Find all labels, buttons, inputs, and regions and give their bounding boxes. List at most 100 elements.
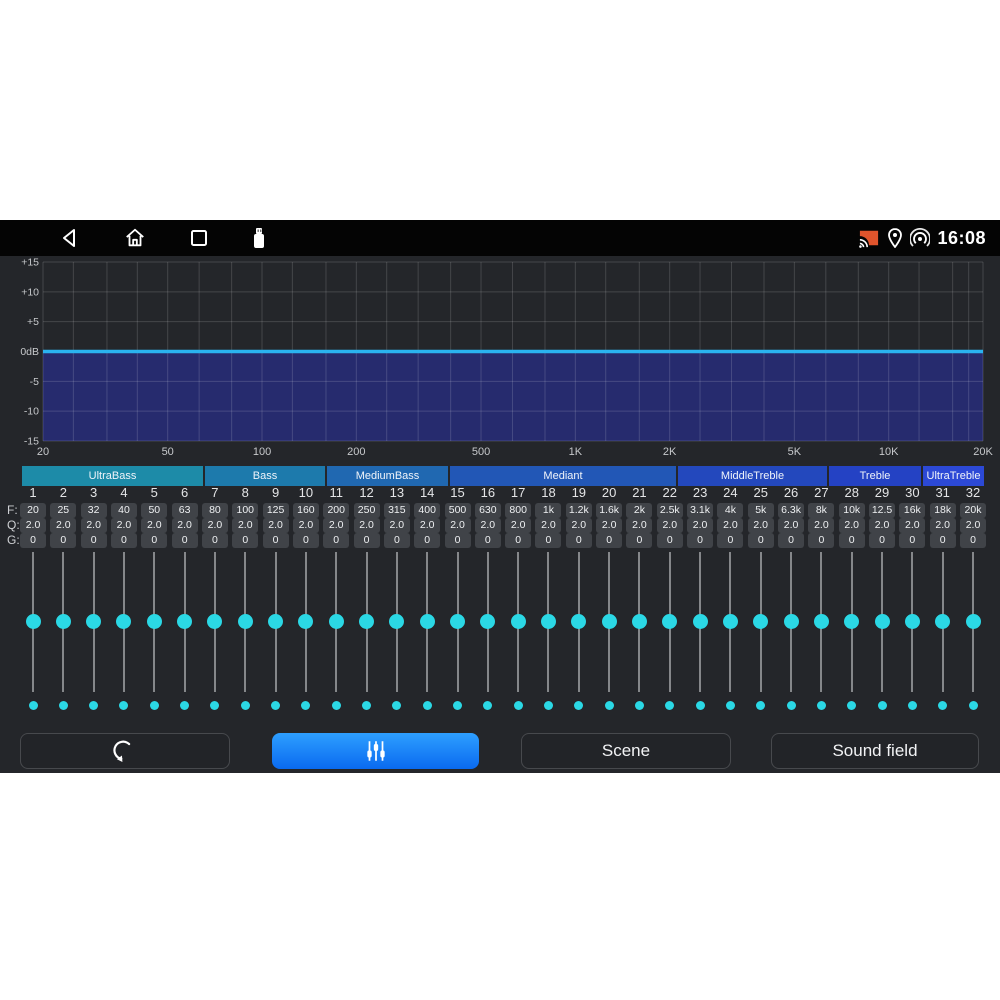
band-slider-thumb[interactable] bbox=[450, 613, 466, 629]
band-number: 10 bbox=[298, 485, 314, 500]
eq-button[interactable] bbox=[272, 733, 479, 769]
gain-value: 0 bbox=[171, 533, 198, 548]
band-slider-thumb[interactable] bbox=[662, 613, 678, 629]
q-factor-value: 2.0 bbox=[383, 518, 410, 533]
q-factor-row-label: Q: bbox=[7, 518, 20, 532]
y-axis-tick-label: +10 bbox=[21, 286, 39, 298]
band-number: 3 bbox=[90, 485, 98, 500]
band-number: 14 bbox=[419, 485, 435, 500]
band-slider-thumb[interactable] bbox=[722, 613, 738, 629]
band-zero-indicator bbox=[513, 700, 523, 710]
band-slider-thumb[interactable] bbox=[207, 613, 223, 629]
q-factor-value: 2.0 bbox=[141, 518, 168, 533]
x-axis-tick-label: 20K bbox=[973, 446, 993, 458]
y-axis-tick-label: +15 bbox=[21, 257, 39, 269]
q-factor-value: 2.0 bbox=[869, 518, 896, 533]
back-icon[interactable] bbox=[60, 228, 80, 248]
y-axis-tick-label: -10 bbox=[24, 406, 39, 418]
band-section[interactable]: MediumBass bbox=[327, 466, 448, 486]
eq-curve-fill bbox=[43, 351, 983, 441]
band-slider-thumb[interactable] bbox=[359, 613, 375, 629]
band-slider-thumb[interactable] bbox=[328, 613, 344, 629]
band-slider-thumb[interactable] bbox=[146, 613, 162, 629]
band-number: 28 bbox=[844, 485, 859, 500]
band-slider-thumb[interactable] bbox=[419, 613, 435, 629]
band-slider-thumb[interactable] bbox=[510, 613, 526, 629]
band-zero-indicator bbox=[604, 700, 614, 710]
band-slider-thumb[interactable] bbox=[389, 613, 405, 629]
q-factor-value: 2.0 bbox=[110, 518, 137, 533]
y-axis-tick-label: -5 bbox=[30, 376, 39, 388]
band-slider-thumb[interactable] bbox=[268, 613, 284, 629]
q-factor-value: 2.0 bbox=[50, 518, 77, 533]
band-zero-indicator bbox=[877, 700, 887, 710]
band-slider-thumb[interactable] bbox=[116, 613, 132, 629]
frequency-value: 8k bbox=[808, 503, 835, 518]
q-factor-value: 2.0 bbox=[929, 518, 956, 533]
band-zero-indicator bbox=[574, 700, 584, 710]
frequency-value: 2.5k bbox=[656, 503, 683, 518]
band-slider-thumb[interactable] bbox=[631, 613, 647, 629]
frequency-value: 6.3k bbox=[778, 503, 805, 518]
band-slider-thumb[interactable] bbox=[571, 613, 587, 629]
band-slider-thumb[interactable] bbox=[601, 613, 617, 629]
band-slider-thumb[interactable] bbox=[55, 613, 71, 629]
band-section[interactable]: Mediant bbox=[450, 466, 676, 486]
frequency-value: 1k bbox=[535, 503, 562, 518]
band-number: 8 bbox=[241, 485, 249, 500]
band-zero-indicator bbox=[543, 700, 553, 710]
gain-value: 0 bbox=[535, 533, 562, 548]
band-section[interactable]: Treble bbox=[829, 466, 921, 486]
band-section[interactable]: MiddleTreble bbox=[678, 466, 827, 486]
band-slider-thumb[interactable] bbox=[965, 613, 981, 629]
band-zero-indicator bbox=[816, 700, 826, 710]
q-factor-value: 2.0 bbox=[80, 518, 107, 533]
sound-field-button-label: Sound field bbox=[832, 741, 918, 760]
sound-field-button[interactable]: Sound field bbox=[771, 733, 979, 769]
band-slider-thumb[interactable] bbox=[813, 613, 829, 629]
gain-value: 0 bbox=[808, 533, 835, 548]
gain-value: 0 bbox=[20, 533, 46, 548]
band-slider-thumb[interactable] bbox=[904, 613, 920, 629]
band-slider-thumb[interactable] bbox=[298, 613, 314, 629]
band-number: 6 bbox=[180, 485, 189, 500]
band-section[interactable]: UltraTreble bbox=[923, 466, 984, 486]
band-slider-thumb[interactable] bbox=[935, 613, 951, 629]
band-slider-thumb[interactable] bbox=[783, 613, 799, 629]
q-factor-value: 2.0 bbox=[414, 518, 441, 533]
scene-button-label: Scene bbox=[601, 741, 651, 760]
band-zero-indicator bbox=[149, 700, 159, 710]
q-factor-value: 2.0 bbox=[444, 518, 471, 533]
gain-value: 0 bbox=[201, 533, 228, 548]
q-factor-value: 2.0 bbox=[838, 518, 865, 533]
recents-icon[interactable] bbox=[190, 229, 208, 247]
band-slider-thumb[interactable] bbox=[692, 613, 708, 629]
band-section[interactable]: UltraBass bbox=[22, 466, 203, 486]
band-number: 31 bbox=[935, 485, 950, 500]
band-slider-thumb[interactable] bbox=[874, 613, 890, 629]
band-slider-thumb[interactable] bbox=[237, 613, 253, 629]
gain-value: 0 bbox=[656, 533, 683, 548]
band-zero-indicator bbox=[422, 700, 432, 710]
band-slider-thumb[interactable] bbox=[540, 613, 556, 629]
band-slider-thumb[interactable] bbox=[844, 613, 860, 629]
band-slider-thumb[interactable] bbox=[86, 613, 102, 629]
frequency-value: 40 bbox=[110, 503, 137, 518]
band-slider-thumb[interactable] bbox=[25, 613, 41, 629]
frequency-value: 16k bbox=[899, 503, 926, 518]
gain-value: 0 bbox=[869, 533, 896, 548]
band-zero-indicator bbox=[665, 700, 675, 710]
band-slider-thumb[interactable] bbox=[177, 613, 193, 629]
band-number: 24 bbox=[723, 485, 738, 500]
reset-button[interactable] bbox=[20, 733, 230, 769]
band-zero-indicator bbox=[89, 700, 99, 710]
band-section[interactable]: Bass bbox=[205, 466, 325, 486]
frequency-value: 250 bbox=[353, 503, 380, 518]
band-slider-thumb[interactable] bbox=[753, 613, 769, 629]
band-slider-thumb[interactable] bbox=[480, 613, 496, 629]
home-icon[interactable] bbox=[124, 227, 146, 249]
scene-button[interactable]: Scene bbox=[521, 733, 731, 769]
band-number: 5 bbox=[150, 485, 158, 500]
q-factor-value: 2.0 bbox=[353, 518, 380, 533]
band-zero-indicator bbox=[756, 700, 766, 710]
